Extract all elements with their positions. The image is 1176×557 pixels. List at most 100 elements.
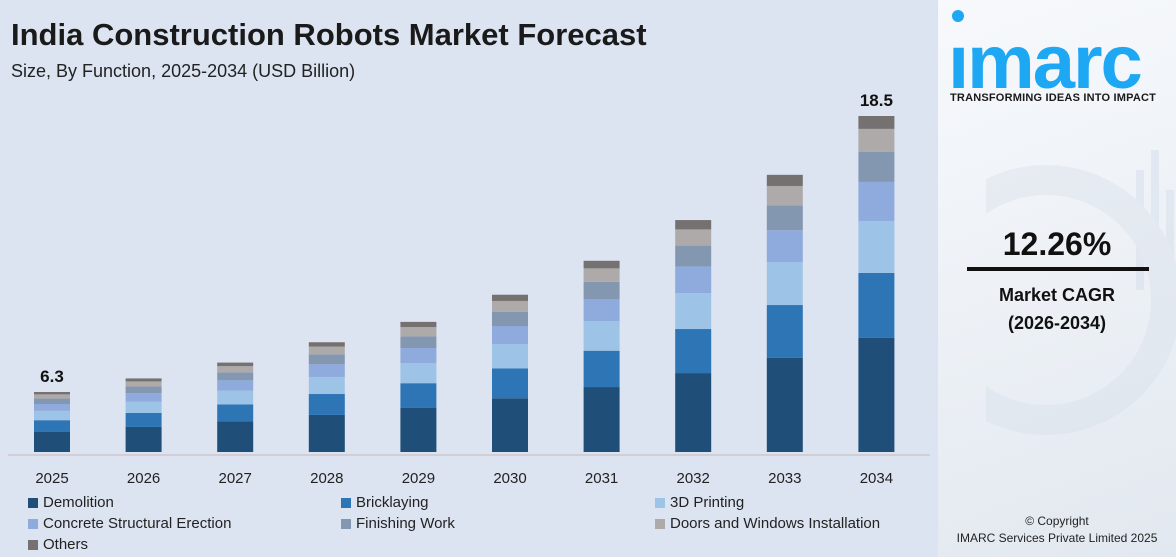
bar-segment-2027-3d-printing: [217, 390, 254, 405]
bar-segment-2030-bricklaying: [492, 368, 528, 399]
legend-label: Others: [43, 536, 89, 553]
legend-item: Finishing Work: [341, 515, 455, 532]
bar-segment-2025-others: [34, 392, 70, 395]
x-tick-label: 2026: [127, 470, 160, 487]
bar-segment-2029-others: [400, 321, 437, 328]
bar-segment-2026-others: [125, 378, 162, 382]
company-name: IMARC Services Private Limited 2025: [956, 531, 1158, 545]
legend-label: 3D Printing: [670, 494, 745, 511]
bar-segment-2034-doors-and-windows-installation: [858, 128, 895, 152]
bar-segment-2032-bricklaying: [675, 329, 712, 374]
total-label: 18.5: [860, 91, 893, 110]
chart-panel: India Construction Robots Market Forecas…: [8, 17, 930, 553]
cagr-period: (2026-2034): [1007, 313, 1107, 333]
legend-swatch: [28, 497, 38, 508]
bar-segment-2033-bricklaying: [766, 305, 803, 358]
legend-item: Bricklaying: [341, 494, 429, 511]
bar-segment-2031-demolition: [583, 387, 620, 452]
legend-swatch: [28, 518, 38, 529]
bar-segment-2026-demolition: [125, 426, 162, 452]
bar-segment-2034-concrete-structural-erection: [858, 181, 895, 221]
x-tick-label: 2025: [35, 470, 68, 487]
x-tick-label: 2028: [310, 470, 343, 487]
bar-segment-2027-finishing-work: [217, 372, 254, 381]
legend-swatch: [28, 539, 38, 550]
copyright: © Copyright: [1025, 514, 1089, 528]
x-tick-label: 2033: [768, 470, 801, 487]
bar-segment-2026-doors-and-windows-installation: [125, 381, 162, 387]
bar-segment-2027-bricklaying: [217, 404, 254, 422]
bar-segment-2027-demolition: [217, 421, 254, 452]
bar-segment-2030-3d-printing: [492, 344, 528, 369]
bar-segment-2033-others: [766, 174, 803, 186]
bar-segment-2026-finishing-work: [125, 386, 162, 394]
x-tick-label: 2031: [585, 470, 618, 487]
bar-segment-2025-demolition: [34, 431, 70, 452]
bar-segment-2033-doors-and-windows-installation: [766, 185, 803, 206]
total-label: 6.3: [40, 367, 64, 386]
x-tick-label: 2030: [493, 470, 526, 487]
bar-segment-2031-bricklaying: [583, 350, 620, 388]
bar-segment-2034-bricklaying: [858, 272, 895, 338]
bar-segment-2032-doors-and-windows-installation: [675, 229, 712, 246]
bar-segment-2029-concrete-structural-erection: [400, 348, 437, 363]
cagr-value: 12.26%: [1002, 226, 1112, 262]
chart-subtitle: Size, By Function, 2025-2034 (USD Billio…: [11, 61, 356, 81]
bar-segment-2031-others: [583, 260, 620, 269]
legend-item: Demolition: [28, 494, 114, 511]
background-chart-graphic: [986, 150, 1176, 435]
bar-segment-2028-concrete-structural-erection: [308, 364, 345, 377]
bar-segment-2025-finishing-work: [34, 398, 70, 404]
bar-segment-2033-concrete-structural-erection: [766, 230, 803, 263]
bar-segment-2029-doors-and-windows-installation: [400, 327, 437, 337]
bar-segment-2028-demolition: [308, 414, 345, 452]
bar-segment-2032-demolition: [675, 373, 712, 452]
bar-segment-2034-3d-printing: [858, 220, 895, 273]
bar-segment-2027-others: [217, 362, 254, 367]
bar-segment-2029-demolition: [400, 407, 437, 452]
tagline: TRANSFORMING IDEAS INTO IMPACT: [950, 92, 1157, 104]
legend-item: Doors and Windows Installation: [655, 515, 880, 532]
legend-item: Others: [28, 536, 88, 553]
bar-segment-2028-doors-and-windows-installation: [308, 346, 345, 355]
x-tick-label: 2032: [677, 470, 710, 487]
bar-segment-2030-others: [492, 294, 528, 301]
bar-segment-2027-concrete-structural-erection: [217, 380, 254, 391]
legend-label: Doors and Windows Installation: [670, 515, 881, 532]
x-tick-label: 2034: [860, 470, 893, 487]
legend-label: Concrete Structural Erection: [43, 515, 232, 532]
divider: [967, 267, 1149, 271]
x-tick-label: 2029: [402, 470, 435, 487]
bar-segment-2030-concrete-structural-erection: [492, 326, 528, 345]
bar-segment-2029-bricklaying: [400, 383, 437, 408]
bar-segment-2033-3d-printing: [766, 262, 803, 306]
legend-item: 3D Printing: [655, 494, 744, 511]
legend-swatch: [655, 497, 665, 508]
bar-segment-2029-3d-printing: [400, 362, 437, 384]
bar-segment-2030-doors-and-windows-installation: [492, 300, 528, 312]
bar-segment-2032-finishing-work: [675, 245, 712, 267]
bar-segment-2029-finishing-work: [400, 336, 437, 349]
bar-segment-2030-demolition: [492, 398, 528, 452]
svg-text:ımarc: ımarc: [948, 20, 1142, 93]
legend-item: Concrete Structural Erection: [28, 515, 231, 532]
bar-segment-2031-finishing-work: [583, 281, 620, 300]
bar-segment-2025-concrete-structural-erection: [34, 404, 70, 411]
legend-label: Bricklaying: [356, 494, 429, 511]
bar-segment-2030-finishing-work: [492, 311, 528, 327]
bar-segment-2025-doors-and-windows-installation: [34, 394, 70, 399]
bar-segment-2034-finishing-work: [858, 151, 895, 182]
bar-segment-2034-others: [858, 116, 895, 129]
bar-segment-2026-bricklaying: [125, 412, 162, 427]
bar-segment-2026-concrete-structural-erection: [125, 393, 162, 402]
chart-title: India Construction Robots Market Forecas…: [11, 17, 647, 52]
x-tick-label: 2027: [219, 470, 252, 487]
bar-segment-2032-3d-printing: [675, 293, 712, 330]
bar-segment-2028-3d-printing: [308, 376, 345, 395]
bar-segment-2032-others: [675, 220, 712, 230]
bar-segment-2027-doors-and-windows-installation: [217, 366, 254, 373]
bar-segment-2033-demolition: [766, 357, 803, 452]
brand-panel: ımarc TRANSFORMING IDEAS INTO IMPACT 12.…: [938, 0, 1176, 557]
legend-swatch: [655, 518, 665, 529]
bar-segment-2034-demolition: [858, 337, 895, 452]
